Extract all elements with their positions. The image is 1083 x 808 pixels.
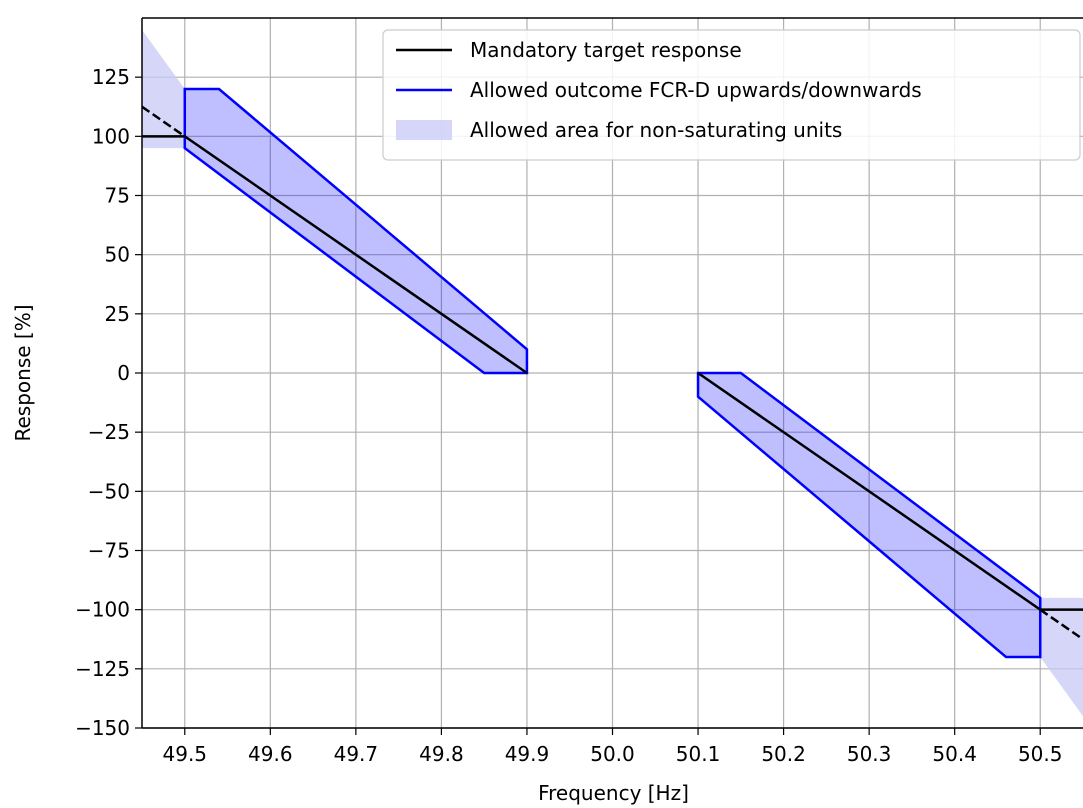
- x-tick-label: 50.4: [932, 742, 977, 766]
- legend-label-0: Mandatory target response: [470, 38, 742, 62]
- target-extension-up: [142, 105, 186, 138]
- y-tick-label: 125: [92, 65, 130, 89]
- y-axis-label: Response [%]: [11, 304, 35, 441]
- y-tick-label: 50: [105, 243, 130, 267]
- y-tick-label: −125: [75, 657, 130, 681]
- y-tick-label: 100: [92, 124, 130, 148]
- x-tick-label: 50.1: [676, 742, 721, 766]
- legend: Mandatory target response Allowed outcome…: [382, 29, 1081, 161]
- x-tick-label: 49.6: [248, 742, 293, 766]
- y-tick-label: −50: [88, 479, 130, 503]
- x-tick-label: 50.5: [1018, 742, 1063, 766]
- x-tick-label: 50.3: [847, 742, 892, 766]
- y-tick-label: −100: [75, 598, 130, 622]
- non-saturating-band-down: [1040, 597, 1083, 717]
- x-tick-label: 49.9: [505, 742, 550, 766]
- x-tick-label: 49.5: [163, 742, 208, 766]
- x-tick-label: 49.7: [334, 742, 379, 766]
- legend-label-2: Allowed area for non-saturating units: [470, 118, 842, 142]
- target-response-layer: [142, 105, 1083, 641]
- legend-box: [382, 29, 1081, 161]
- allowed-outcome-layer: [183, 87, 1042, 659]
- x-tick-label: 50.2: [761, 742, 806, 766]
- legend-swatch-2: [396, 120, 452, 140]
- x-axis-label: Frequency [Hz]: [538, 781, 689, 805]
- ticks: 49.5 49.6 49.7 49.8 49.9 50.0 50.1 50.2 50.3 50.4…: [75, 65, 1062, 766]
- y-tick-label: −75: [88, 539, 130, 563]
- legend-label-1: Allowed outcome FCR-D upwards/downwards: [470, 78, 922, 102]
- x-tick-label: 49.8: [419, 742, 464, 766]
- y-tick-label: 75: [105, 184, 130, 208]
- non-saturating-band-layer: [142, 29, 1083, 717]
- y-tick-label: 0: [117, 361, 130, 385]
- target-extension-down: [1039, 608, 1083, 641]
- y-tick-label: −25: [88, 420, 130, 444]
- allowed-outcome-up: [183, 87, 529, 375]
- allowed-outcome-down: [696, 371, 1042, 659]
- non-saturating-band-up: [142, 29, 185, 149]
- y-tick-label: 25: [105, 302, 130, 326]
- y-tick-label: −150: [75, 716, 130, 740]
- x-tick-label: 50.0: [590, 742, 635, 766]
